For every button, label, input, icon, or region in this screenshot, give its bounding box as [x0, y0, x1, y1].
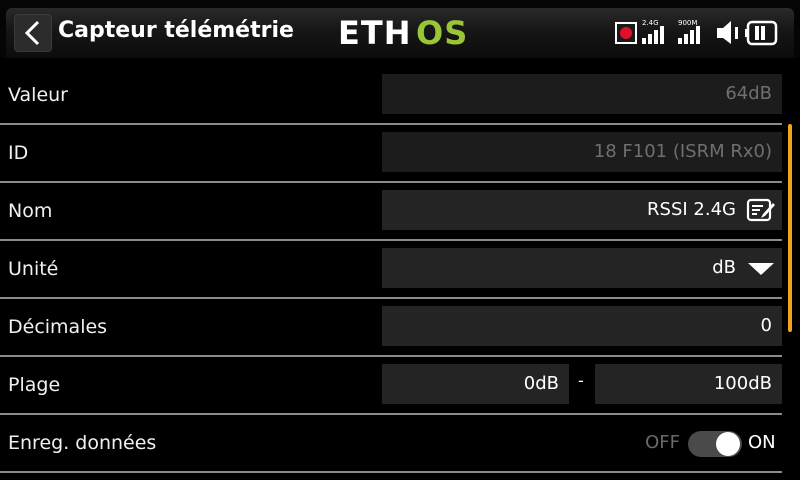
row-plage: Plage 0dB - 100dB — [0, 357, 782, 415]
plage-separator: - — [578, 371, 584, 390]
logo-text-eth: ETH — [338, 16, 411, 48]
id-label: ID — [8, 142, 29, 164]
row-unite: Unité dB — [0, 241, 782, 299]
speaker-muted-icon — [717, 21, 738, 44]
valeur-label: Valeur — [8, 84, 68, 106]
row-id: ID 18 F101 (ISRM Rx0) — [0, 125, 782, 183]
plage-max-field[interactable]: 100dB — [595, 364, 782, 404]
id-field: 18 F101 (ISRM Rx0) — [382, 132, 782, 172]
nom-text-field[interactable]: RSSI 2.4G — [382, 190, 782, 230]
edit-icon[interactable] — [746, 197, 776, 223]
unite-value: dB — [712, 257, 736, 278]
ethos-logo: ETH OS — [338, 16, 468, 48]
plage-label: Plage — [8, 374, 61, 396]
header-bar: Capteur télémétrie ETH OS 2.4G 900M — [0, 0, 800, 58]
signal-icon: 2.4G — [642, 19, 664, 44]
row-decimales: Décimales 0 — [0, 299, 782, 357]
nom-label: Nom — [8, 200, 53, 222]
dropdown-arrow-icon — [748, 263, 774, 275]
signal-icon: 900M — [678, 19, 700, 44]
logo-text-os: OS — [416, 16, 468, 48]
unite-label: Unité — [8, 258, 59, 280]
page-title: Capteur télémétrie — [58, 18, 294, 43]
nom-value: RSSI 2.4G — [647, 199, 736, 220]
enreg-label: Enreg. données — [8, 432, 157, 454]
plage-min-field[interactable]: 0dB — [382, 364, 569, 404]
enreg-toggle[interactable] — [688, 431, 742, 457]
decimales-label: Décimales — [8, 316, 108, 338]
signal-2g4-label: 2.4G — [642, 19, 659, 27]
toggle-off-label: OFF — [645, 432, 680, 453]
signal-900m-label: 900M — [678, 19, 697, 27]
row-enreg: Enreg. données OFF ON — [0, 415, 782, 473]
back-chevron-icon — [24, 20, 40, 46]
battery-icon — [745, 20, 778, 46]
row-valeur: Valeur 64dB — [0, 67, 782, 125]
decimales-field[interactable]: 0 — [382, 306, 782, 346]
valeur-field: 64dB — [382, 74, 782, 114]
unite-dropdown[interactable]: dB — [382, 248, 782, 288]
record-icon — [615, 22, 637, 44]
toggle-knob — [716, 432, 740, 456]
row-nom: Nom RSSI 2.4G — [0, 183, 782, 241]
toggle-on-label: ON — [748, 432, 776, 453]
back-button[interactable] — [14, 14, 52, 52]
scrollbar[interactable] — [788, 124, 792, 332]
